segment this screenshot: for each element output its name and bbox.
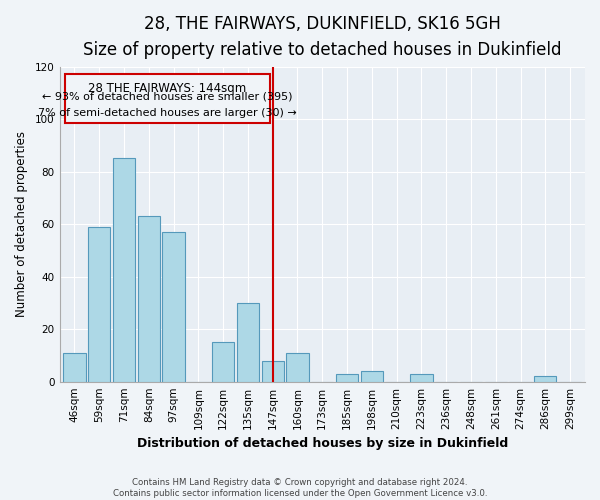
Bar bbox=[63, 353, 86, 382]
Bar bbox=[361, 371, 383, 382]
X-axis label: Distribution of detached houses by size in Dukinfield: Distribution of detached houses by size … bbox=[137, 437, 508, 450]
Text: 7% of semi-detached houses are larger (30) →: 7% of semi-detached houses are larger (3… bbox=[38, 108, 297, 118]
Y-axis label: Number of detached properties: Number of detached properties bbox=[15, 131, 28, 317]
Bar bbox=[286, 353, 308, 382]
Bar bbox=[237, 303, 259, 382]
FancyBboxPatch shape bbox=[65, 74, 270, 123]
Bar bbox=[410, 374, 433, 382]
Text: ← 93% of detached houses are smaller (395): ← 93% of detached houses are smaller (39… bbox=[42, 92, 293, 102]
Bar bbox=[113, 158, 135, 382]
Text: Contains HM Land Registry data © Crown copyright and database right 2024.
Contai: Contains HM Land Registry data © Crown c… bbox=[113, 478, 487, 498]
Bar bbox=[137, 216, 160, 382]
Bar bbox=[163, 232, 185, 382]
Bar bbox=[212, 342, 234, 382]
Bar bbox=[534, 376, 556, 382]
Bar bbox=[88, 226, 110, 382]
Bar bbox=[262, 360, 284, 382]
Title: 28, THE FAIRWAYS, DUKINFIELD, SK16 5GH
Size of property relative to detached hou: 28, THE FAIRWAYS, DUKINFIELD, SK16 5GH S… bbox=[83, 15, 562, 60]
Text: 28 THE FAIRWAYS: 144sqm: 28 THE FAIRWAYS: 144sqm bbox=[88, 82, 247, 96]
Bar bbox=[336, 374, 358, 382]
